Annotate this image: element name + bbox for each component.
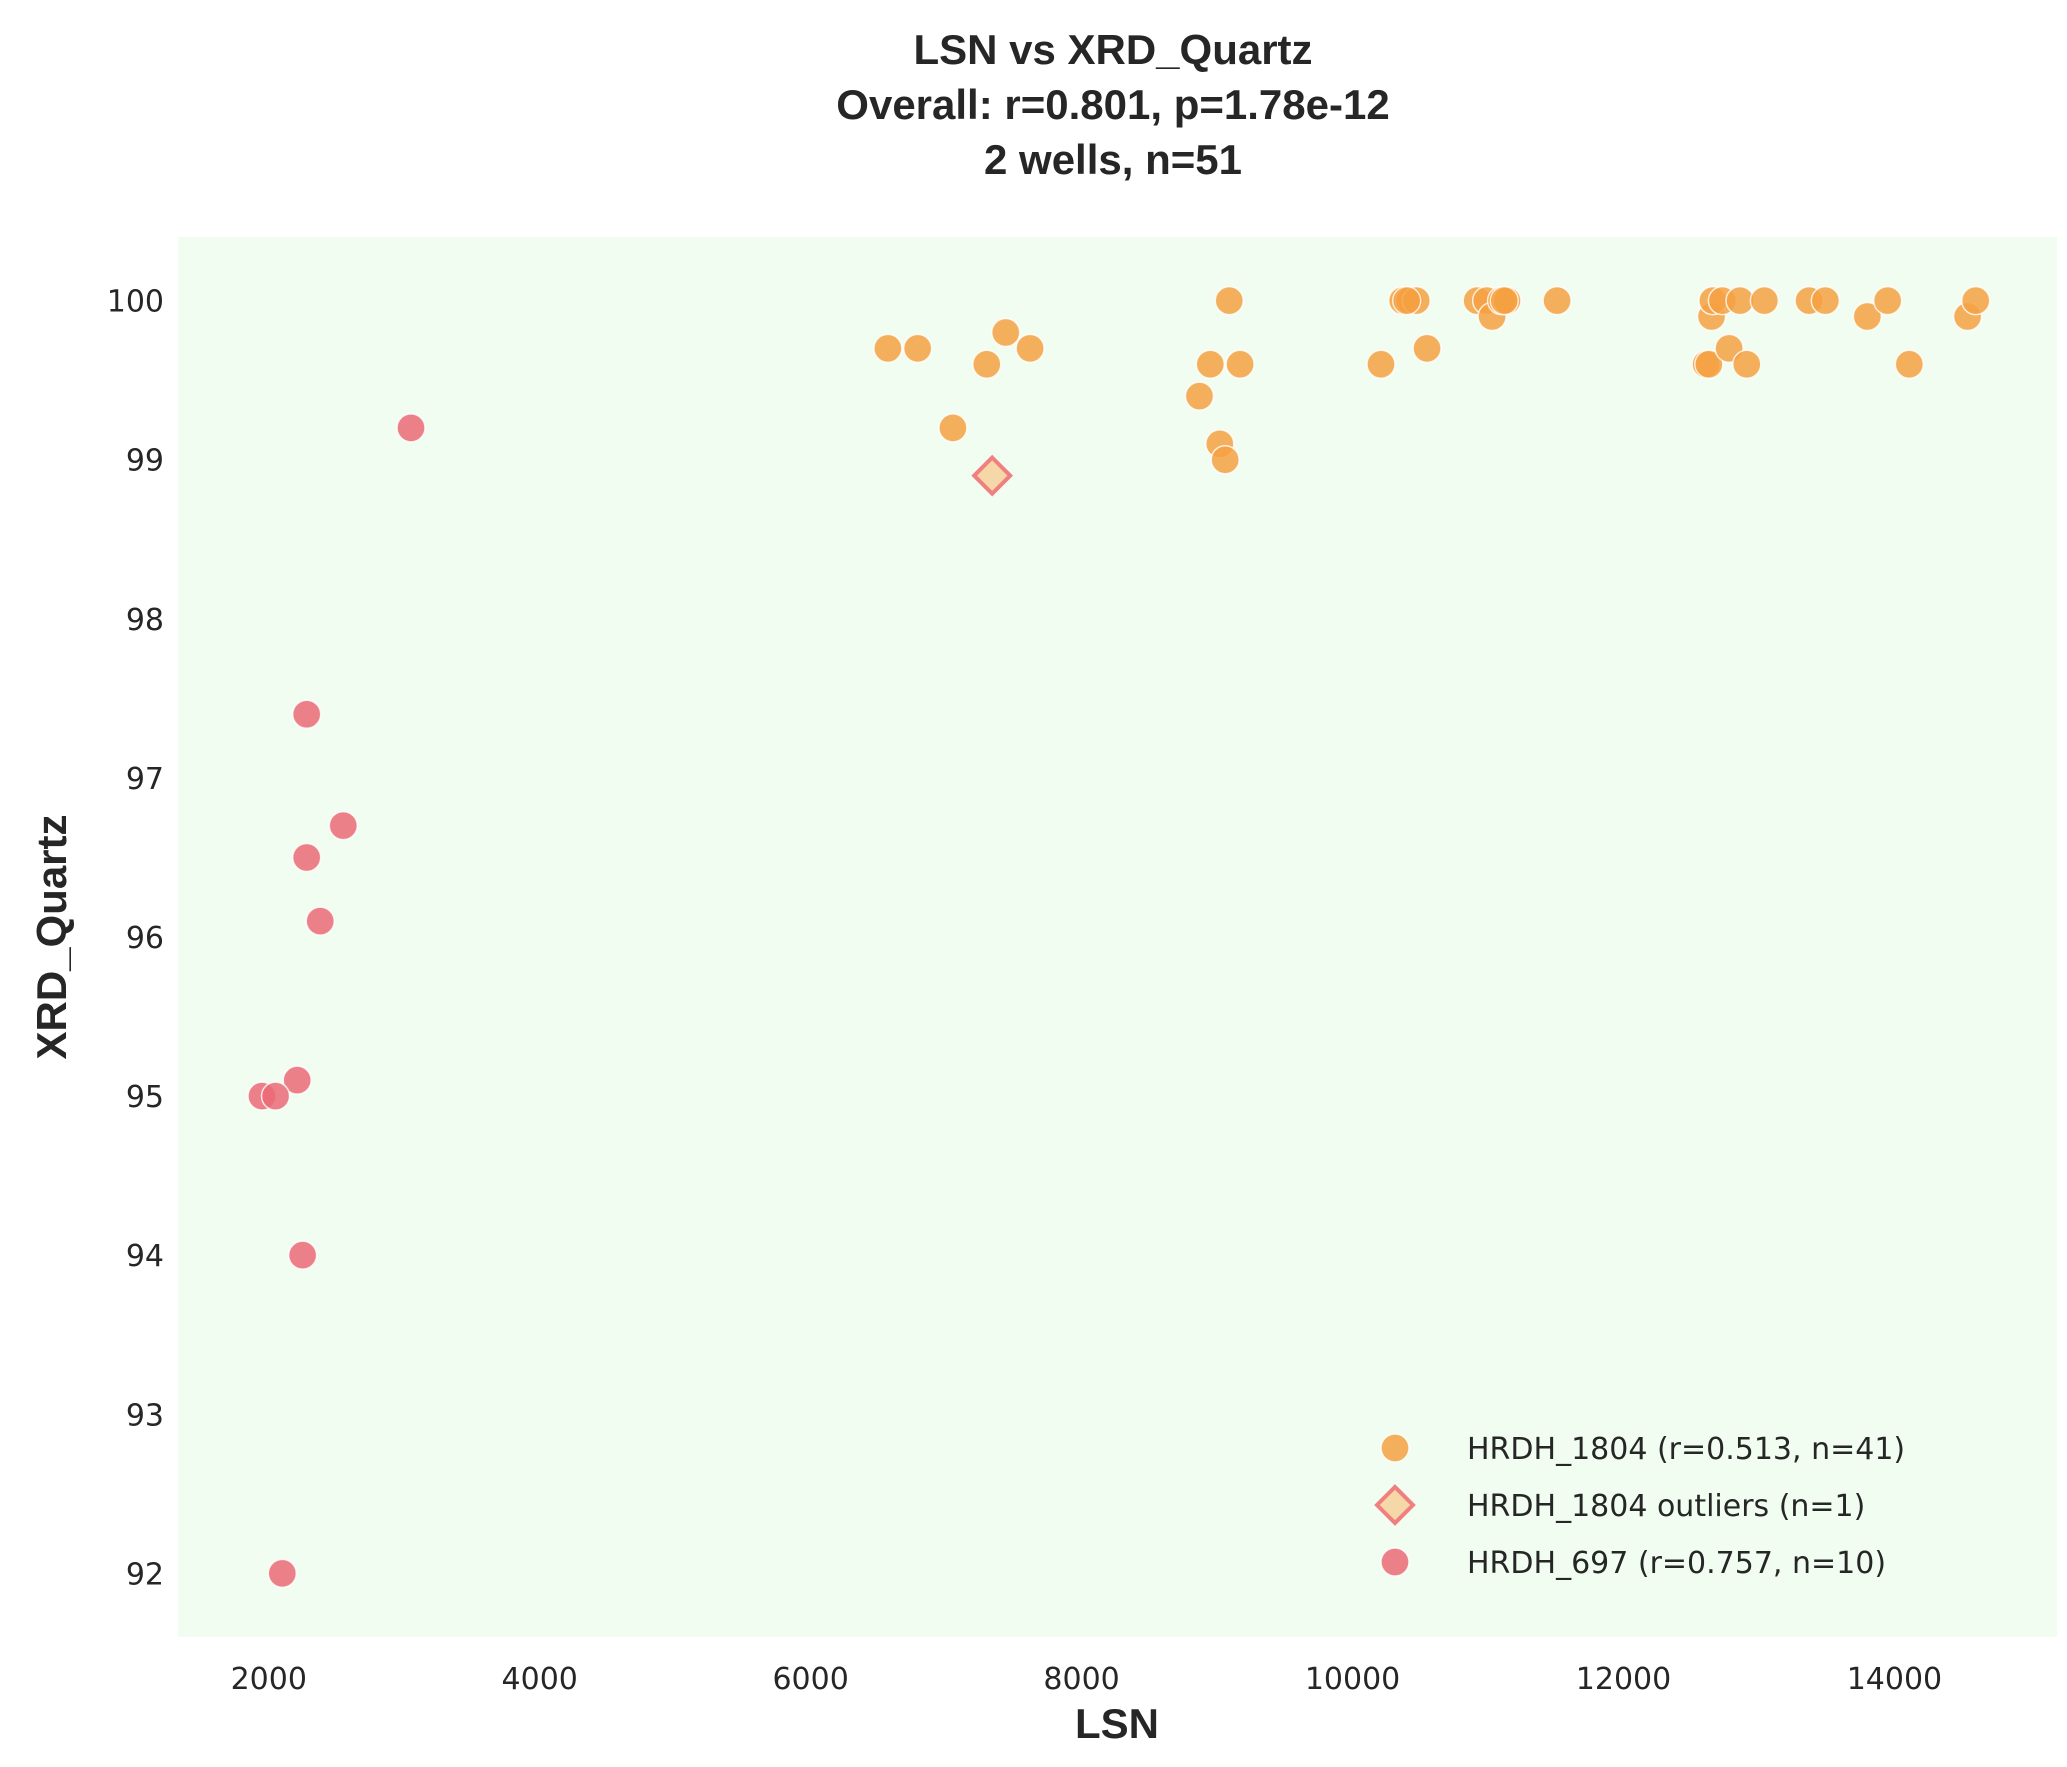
- y-tick-label: 100: [107, 285, 164, 320]
- data-point: [1391, 285, 1422, 316]
- data-point: [972, 349, 1002, 380]
- chart-title-line-2: Overall: r=0.801, p=1.78e-12: [836, 81, 1389, 128]
- data-point: [1542, 285, 1572, 316]
- x-tick-label: 10000: [1305, 1662, 1400, 1697]
- data-point: [1732, 349, 1762, 380]
- x-tick-label: 14000: [1847, 1662, 1942, 1697]
- y-tick-label: 93: [126, 1398, 164, 1433]
- x-tick-label: 2000: [231, 1662, 307, 1697]
- data-point: [1015, 333, 1045, 364]
- data-point: [1894, 349, 1925, 380]
- x-tick-label: 12000: [1576, 1662, 1671, 1697]
- data-point: [260, 1081, 291, 1111]
- y-tick-label: 97: [126, 762, 164, 797]
- legend-marker: [1374, 1484, 1416, 1526]
- chart-title-line-3: 2 wells, n=51: [984, 136, 1242, 183]
- legend-entry-label: HRDH_697 (r=0.757, n=10): [1467, 1546, 1886, 1581]
- data-point: [1412, 333, 1442, 364]
- data-point: [1852, 301, 1883, 332]
- chart-title-line-1: LSN vs XRD_Quartz: [913, 26, 1312, 73]
- x-tick-label: 8000: [1043, 1662, 1119, 1697]
- x-tick-label: 6000: [772, 1662, 848, 1697]
- data-point: [1489, 285, 1520, 316]
- data-points: [247, 285, 1991, 1589]
- data-point: [1960, 285, 1991, 316]
- data-point: [267, 1558, 298, 1589]
- y-tick-label: 94: [126, 1239, 164, 1274]
- data-point: [282, 1065, 312, 1095]
- legend-marker: [1380, 1547, 1410, 1577]
- y-tick-label: 98: [126, 603, 164, 638]
- x-tick-label: 4000: [502, 1662, 578, 1697]
- data-point: [305, 906, 335, 936]
- data-point: [1872, 285, 1903, 316]
- legend-marker: [1380, 1433, 1410, 1463]
- legend-entry-label: HRDH_1804 outliers (n=1): [1467, 1489, 1865, 1524]
- data-point: [291, 842, 322, 873]
- plot-area: [178, 237, 2057, 1637]
- data-point: [1184, 381, 1215, 411]
- data-point: [1810, 285, 1841, 316]
- data-point: [873, 333, 903, 364]
- data-point: [1214, 285, 1245, 316]
- x-axis-ticks: 2000 4000 6000 8000 10000 12000 14000: [231, 1662, 1943, 1697]
- data-point: [902, 333, 933, 364]
- data-point: [1694, 349, 1724, 380]
- data-point: [938, 413, 968, 443]
- data-point: [291, 699, 322, 730]
- y-tick-label: 92: [126, 1557, 164, 1592]
- data-point: [971, 454, 1014, 497]
- data-point: [287, 1240, 318, 1270]
- x-axis-label: LSN: [1075, 1700, 1159, 1747]
- data-point: [1366, 349, 1396, 380]
- data-point: [990, 317, 1021, 348]
- y-tick-label: 96: [126, 921, 164, 956]
- data-point: [396, 413, 426, 443]
- y-axis-label: XRD_Quartz: [28, 814, 75, 1059]
- legend-entry-label: HRDH_1804 (r=0.513, n=41): [1467, 1432, 1905, 1467]
- y-tick-label: 95: [126, 1080, 164, 1115]
- legend: HRDH_1804 (r=0.513, n=41) HRDH_1804 outli…: [1374, 1432, 1905, 1581]
- y-axis-ticks: 92 93 94 95 96 97 98 99 100: [107, 285, 164, 1593]
- data-point: [1195, 349, 1226, 380]
- data-point: [1749, 285, 1780, 316]
- data-point: [1225, 349, 1255, 380]
- data-point: [1210, 444, 1240, 475]
- data-point: [328, 810, 359, 841]
- y-tick-label: 99: [126, 444, 164, 479]
